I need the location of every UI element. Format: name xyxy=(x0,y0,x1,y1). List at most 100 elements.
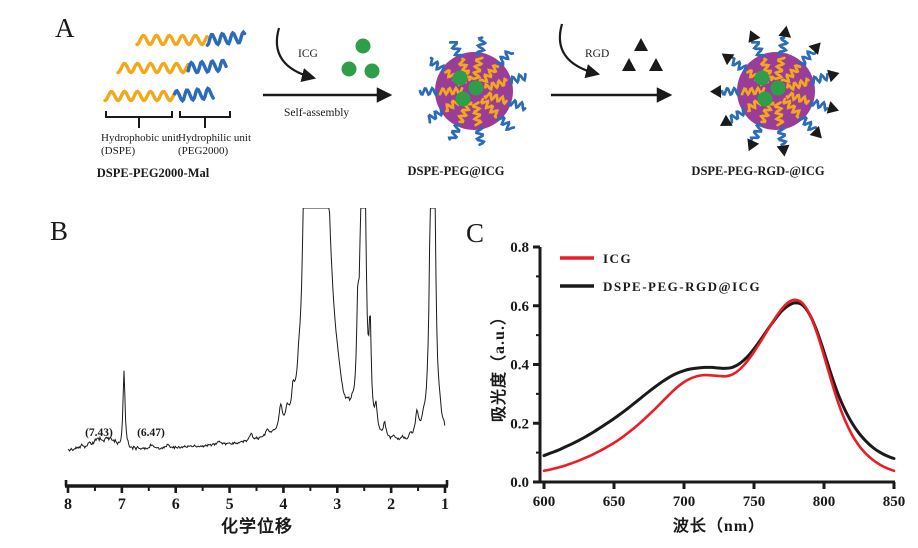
nmr-tick-label: 4 xyxy=(279,496,287,513)
hydrophobic-chain-segment xyxy=(105,92,175,101)
absorbance-y-tick-label: 0.4 xyxy=(510,358,529,374)
nmr-annotation-647: (6.47) xyxy=(137,427,165,439)
micelle-hydrophilic-arm xyxy=(450,42,462,55)
nmr-spectrum-trace xyxy=(68,208,445,451)
nmr-tick-label: 3 xyxy=(333,496,341,513)
micelle-rgd-triangle xyxy=(747,138,759,151)
absorbance-x-tick-label: 600 xyxy=(533,494,556,510)
micelle-hydrophilic-arm xyxy=(420,88,437,94)
micelle-hydrophilic-arm xyxy=(497,52,513,64)
absorbance-x-tick-label: 850 xyxy=(883,494,906,510)
nmr-tick-label: 7 xyxy=(118,496,126,513)
absorbance-y-tick-label: 0.0 xyxy=(510,475,529,491)
nmr-tick-label: 8 xyxy=(64,496,72,513)
absorbance-x-tick-label: 650 xyxy=(603,494,626,510)
nmr-x-axis: 8 7 6 5 4 3 2 1 xyxy=(64,480,449,513)
micelle-hydrophilic-arm xyxy=(498,117,514,129)
absorbance-curve-dspe-peg-rgd-icg xyxy=(544,303,894,459)
hydrophilic-chain-segment xyxy=(188,61,226,73)
hydrophilic-unit-sublabel: (PEG2000) xyxy=(178,145,228,157)
nmr-x-axis-title: 化学位移 xyxy=(221,516,293,536)
nmr-annotation-743: (7.43) xyxy=(85,427,113,439)
nmr-tick-label: 2 xyxy=(387,496,395,513)
micelle-hydrophilic-arm xyxy=(449,125,459,140)
panel-b-label: B xyxy=(50,216,68,246)
panel-c-label: C xyxy=(466,218,484,248)
icg-molecule-dot xyxy=(365,64,380,79)
self-assembly-label: Self-assembly xyxy=(284,107,349,119)
hydrophobic-chain-segment xyxy=(137,36,207,45)
micelle-hydrophilic-arm xyxy=(800,117,816,129)
absorbance-curves xyxy=(544,300,894,471)
polymer-title: DSPE-PEG2000-Mal xyxy=(97,166,210,180)
micelle-hydrophilic-arm xyxy=(477,38,485,55)
hydrophilic-chain-segment xyxy=(207,32,244,45)
nmr-tick-label: 6 xyxy=(172,496,180,513)
micelle2-title: DSPE-PEG-RGD-@ICG xyxy=(691,164,824,178)
micelle-hydrophilic-arm xyxy=(779,38,787,55)
micelle-rgd-triangle xyxy=(710,85,721,98)
rgd-peptide-triangle xyxy=(634,38,648,51)
absorbance-x-tick-label: 700 xyxy=(673,494,696,510)
micelle-icg-dot xyxy=(758,92,773,107)
absorbance-curve-icg xyxy=(544,300,894,471)
micelle-hydrophilic-arm xyxy=(731,108,744,122)
rgd-peptide-triangle xyxy=(622,58,636,71)
legend: ICG DSPE-PEG-RGD@ICG xyxy=(560,251,761,294)
micelle-icg-dot xyxy=(755,71,770,86)
micelle-hydrophilic-arm xyxy=(779,127,786,144)
micelle-rgd-triangle xyxy=(827,101,839,114)
micelle-dspe-peg-icg xyxy=(420,38,525,145)
hydrophobic-bracket xyxy=(106,111,172,128)
scientific-figure: A Hydrophobic unit (DSPE) Hydrophilic un… xyxy=(0,0,918,548)
icg-molecules xyxy=(342,39,380,79)
micelle-rgd-triangle xyxy=(777,145,790,157)
nmr-tick-label: 5 xyxy=(226,496,234,513)
hydrophilic-unit-label: Hydrophilic unit xyxy=(178,132,251,144)
rgd-arrow-label: RGD xyxy=(585,48,609,60)
rgd-molecules xyxy=(622,38,663,71)
self-assembly-step: ICG Self-assembly xyxy=(263,28,390,119)
micelle-icg-dot xyxy=(456,92,471,107)
absorbance-y-tick-label: 0.6 xyxy=(510,299,529,315)
nmr-trace xyxy=(68,208,445,451)
absorbance-x-axis-title: 波长（nm） xyxy=(673,516,765,535)
icg-arrow-label: ICG xyxy=(298,48,318,60)
micelle-rgd-triangle xyxy=(827,70,839,83)
micelle-icg-dot xyxy=(469,81,484,96)
micelle-hydrophilic-arm xyxy=(812,74,827,84)
hydrophilic-bracket xyxy=(180,111,230,128)
absorbance-x-tick-label: 750 xyxy=(743,494,766,510)
micelle-icg-dot xyxy=(453,71,468,86)
micelle-hydrophilic-arm xyxy=(429,108,442,122)
rgd-conjugation-step: RGD xyxy=(551,24,670,95)
figure-canvas: A Hydrophobic unit (DSPE) Hydrophilic un… xyxy=(0,0,918,548)
nmr-tick-label: 1 xyxy=(441,496,449,513)
unit-brackets xyxy=(106,111,230,128)
panel-a-label: A xyxy=(55,13,75,43)
legend-label-nano: DSPE-PEG-RGD@ICG xyxy=(603,279,761,294)
icg-molecule-dot xyxy=(356,39,371,54)
absorbance-x-tick-label: 800 xyxy=(813,494,836,510)
hydrophobic-unit-sublabel: (DSPE) xyxy=(101,145,136,157)
hydrophilic-chain-segment xyxy=(175,89,213,101)
micelle-icg-dot xyxy=(771,81,786,96)
legend-label-icg: ICG xyxy=(603,251,632,266)
micelle-hydrophilic-arm xyxy=(509,101,525,110)
hydrophobic-unit-label: Hydrophobic unit xyxy=(101,132,179,144)
micelle-rgd-triangle xyxy=(778,26,791,38)
icg-molecule-dot xyxy=(342,62,357,77)
micelle-hydrophilic-arm xyxy=(477,127,484,144)
hydrophobic-chain-segment xyxy=(118,64,188,73)
micelle-hydrophilic-arm xyxy=(811,101,827,110)
micelle-hydrophilic-arm xyxy=(752,42,764,55)
micelle-hydrophilic-arm xyxy=(510,74,525,84)
micelle-hydrophilic-arm xyxy=(722,88,739,94)
polymer-chains xyxy=(105,32,245,101)
micelle1-title: DSPE-PEG@ICG xyxy=(407,164,504,178)
absorbance-y-tick-label: 0.2 xyxy=(510,416,529,432)
rgd-peptide-triangle xyxy=(649,58,663,71)
micelle-dspe-peg-rgd-icg xyxy=(710,26,840,157)
absorbance-y-tick-label: 0.8 xyxy=(510,240,529,256)
micelle-hydrophilic-arm xyxy=(799,52,815,64)
